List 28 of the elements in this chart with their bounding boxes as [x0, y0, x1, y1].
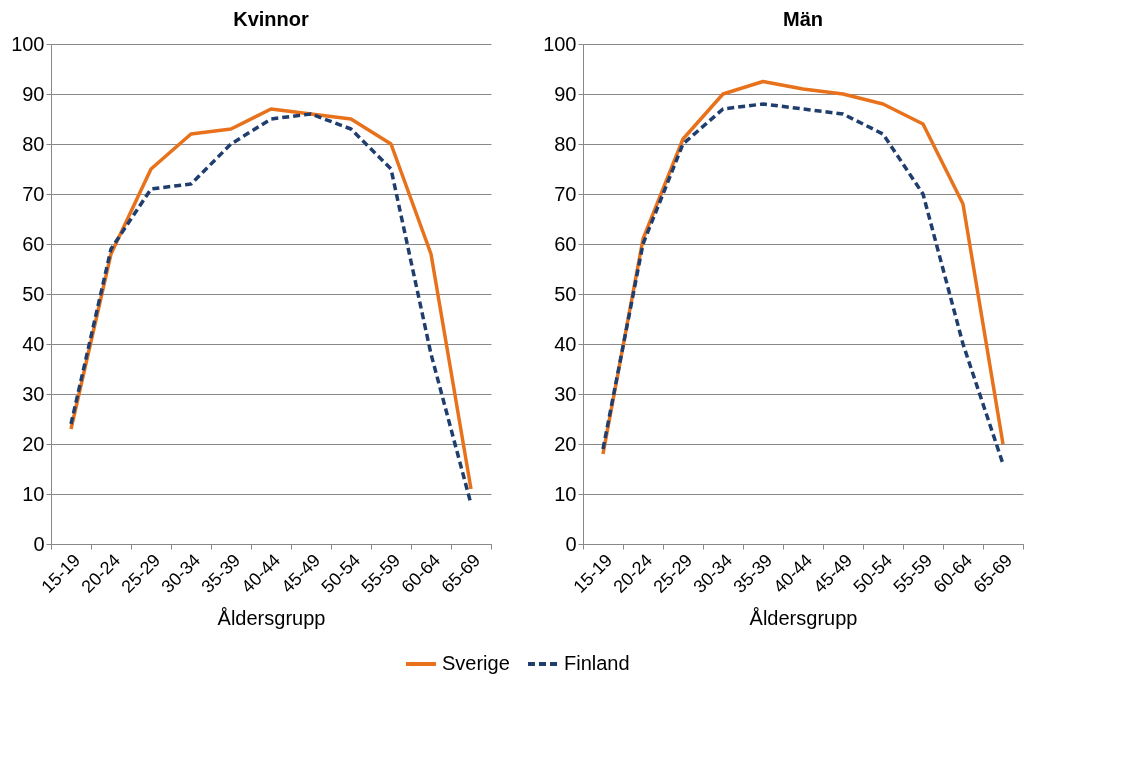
chart-title: Kvinnor: [233, 8, 309, 30]
y-tick-label: 60: [554, 232, 577, 255]
legend-label: Finland: [564, 652, 630, 674]
y-tick-label: 0: [565, 532, 577, 555]
y-tick-label: 70: [22, 182, 45, 205]
chart-title: Män: [783, 8, 823, 30]
y-tick-label: 50: [554, 282, 577, 305]
y-tick-label: 20: [554, 432, 577, 455]
x-axis-title: Åldersgrupp: [749, 606, 858, 629]
y-tick-label: 90: [554, 82, 577, 105]
y-tick-label: 80: [22, 132, 45, 155]
y-tick-label: 30: [22, 382, 45, 405]
y-tick-label: 50: [22, 282, 45, 305]
y-tick-label: 40: [554, 332, 577, 355]
y-tick-label: 60: [22, 232, 45, 255]
y-tick-label: 90: [22, 82, 45, 105]
y-tick-label: 70: [554, 182, 577, 205]
y-tick-label: 80: [554, 132, 577, 155]
y-tick-label: 30: [554, 382, 577, 405]
y-tick-label: 20: [22, 432, 45, 455]
y-tick-label: 10: [554, 482, 577, 505]
y-tick-label: 100: [543, 32, 577, 55]
y-tick-label: 0: [33, 532, 45, 555]
x-axis-title: Åldersgrupp: [217, 606, 326, 629]
legend-label: Sverige: [442, 652, 510, 674]
y-tick-label: 100: [11, 32, 45, 55]
y-tick-label: 40: [22, 332, 45, 355]
y-tick-label: 10: [22, 482, 45, 505]
